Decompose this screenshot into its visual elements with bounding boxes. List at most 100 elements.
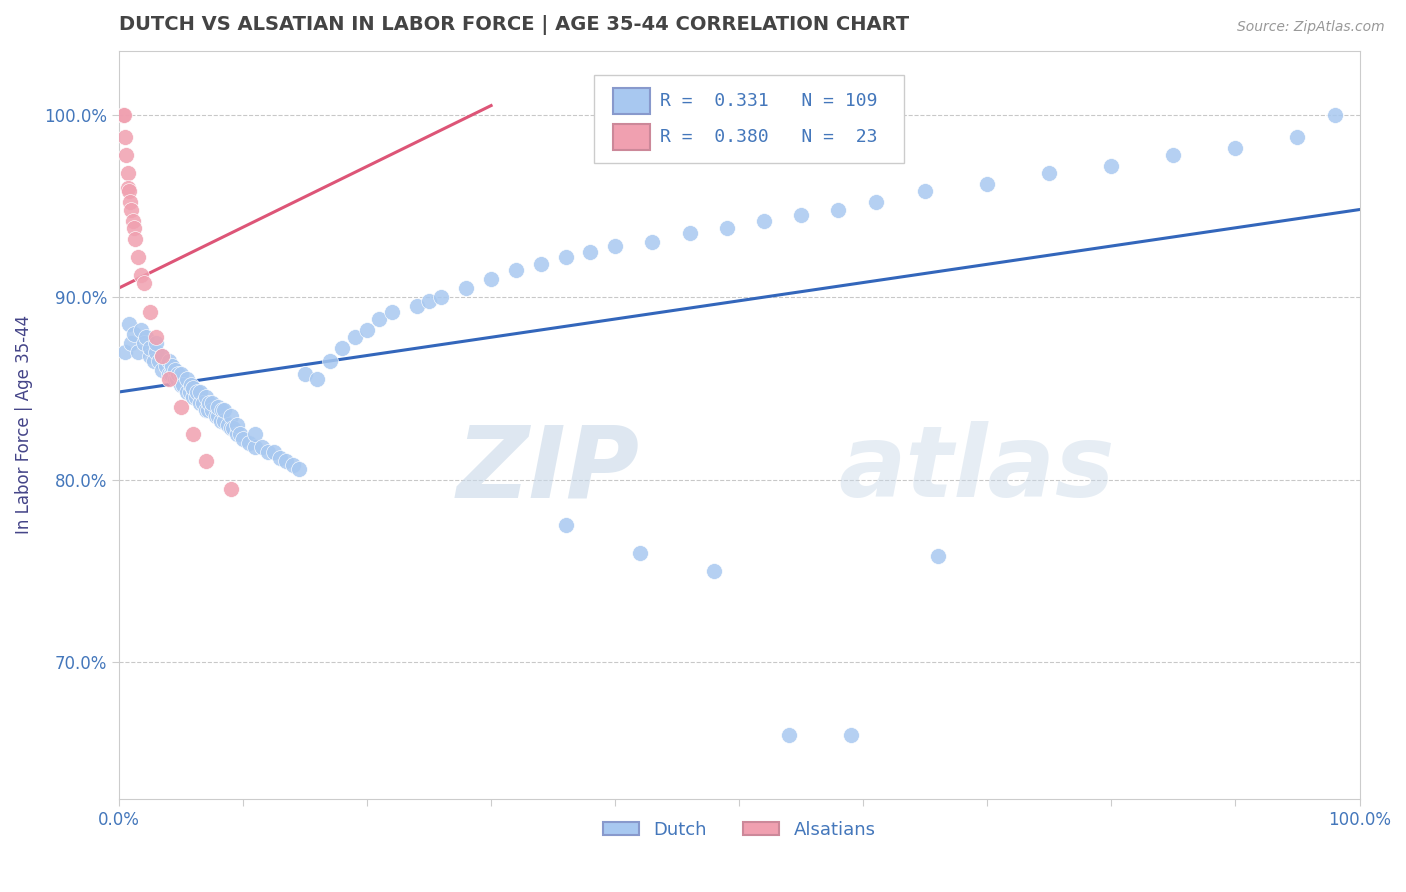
Point	[1099, 159, 1122, 173]
Point	[120, 195, 142, 210]
Point	[114, 344, 136, 359]
Point	[225, 417, 247, 432]
Point	[132, 335, 155, 350]
Point	[229, 426, 252, 441]
Point	[194, 391, 217, 405]
Point	[217, 417, 239, 432]
Point	[209, 414, 232, 428]
Point	[865, 195, 887, 210]
Point	[150, 363, 173, 377]
Point	[827, 202, 849, 217]
Point	[1323, 108, 1346, 122]
Point	[184, 391, 207, 405]
Point	[201, 403, 224, 417]
Point	[163, 372, 186, 386]
Point	[117, 180, 139, 194]
Point	[170, 400, 193, 414]
Point	[752, 213, 775, 227]
Point	[1163, 148, 1185, 162]
Point	[186, 384, 208, 399]
Point	[183, 391, 205, 405]
Point	[166, 372, 188, 386]
Point	[1225, 140, 1247, 154]
Point	[716, 220, 738, 235]
Point	[225, 426, 247, 441]
Point	[778, 728, 800, 742]
Point	[112, 108, 135, 122]
FancyBboxPatch shape	[595, 75, 904, 163]
Point	[554, 518, 576, 533]
Point	[245, 440, 267, 454]
Text: ZIP: ZIP	[457, 421, 640, 518]
Point	[1286, 129, 1309, 144]
Point	[530, 257, 553, 271]
Point	[307, 372, 329, 386]
Point	[127, 344, 149, 359]
Point	[122, 326, 145, 341]
Point	[118, 318, 141, 332]
Point	[160, 367, 183, 381]
Point	[256, 445, 278, 459]
Point	[139, 349, 162, 363]
Point	[288, 461, 311, 475]
Legend: Dutch, Alsatians: Dutch, Alsatians	[596, 814, 883, 846]
Point	[142, 354, 165, 368]
Point	[219, 482, 242, 496]
Y-axis label: In Labor Force | Age 35-44: In Labor Force | Age 35-44	[15, 315, 32, 534]
Point	[198, 396, 221, 410]
Point	[179, 384, 201, 399]
Point	[219, 421, 242, 435]
Point	[163, 363, 186, 377]
Point	[790, 208, 813, 222]
Point	[330, 341, 353, 355]
Point	[641, 235, 664, 250]
Point	[207, 409, 229, 423]
Point	[139, 304, 162, 318]
Point	[120, 335, 142, 350]
Point	[343, 330, 366, 344]
Point	[188, 384, 211, 399]
Point	[554, 250, 576, 264]
Point	[1038, 166, 1060, 180]
Point	[122, 220, 145, 235]
Point	[605, 239, 627, 253]
Point	[211, 403, 233, 417]
Point	[914, 184, 936, 198]
Text: R =  0.380   N =  23: R = 0.380 N = 23	[659, 128, 877, 146]
Point	[839, 728, 862, 742]
Point	[319, 354, 342, 368]
Point	[418, 293, 440, 308]
Point	[121, 213, 143, 227]
Point	[155, 359, 177, 374]
Point	[118, 184, 141, 198]
Point	[145, 335, 167, 350]
Point	[194, 454, 217, 468]
Point	[294, 367, 316, 381]
Point	[180, 377, 202, 392]
Point	[150, 349, 173, 363]
Point	[281, 458, 304, 472]
Point	[263, 445, 285, 459]
Point	[405, 299, 427, 313]
Point	[176, 384, 198, 399]
Point	[120, 202, 142, 217]
Point	[129, 323, 152, 337]
Point	[214, 403, 236, 417]
Point	[124, 232, 146, 246]
Point	[111, 108, 134, 122]
Point	[276, 454, 298, 468]
Text: R =  0.331   N = 109: R = 0.331 N = 109	[659, 92, 877, 110]
Point	[927, 549, 949, 564]
Point	[162, 359, 184, 374]
Point	[250, 440, 273, 454]
Point	[170, 367, 193, 381]
Point	[170, 377, 193, 392]
Point	[114, 129, 136, 144]
Point	[232, 433, 254, 447]
Point	[207, 400, 229, 414]
Point	[157, 367, 180, 381]
Point	[135, 330, 157, 344]
Point	[172, 377, 194, 392]
Point	[117, 166, 139, 180]
Point	[145, 330, 167, 344]
